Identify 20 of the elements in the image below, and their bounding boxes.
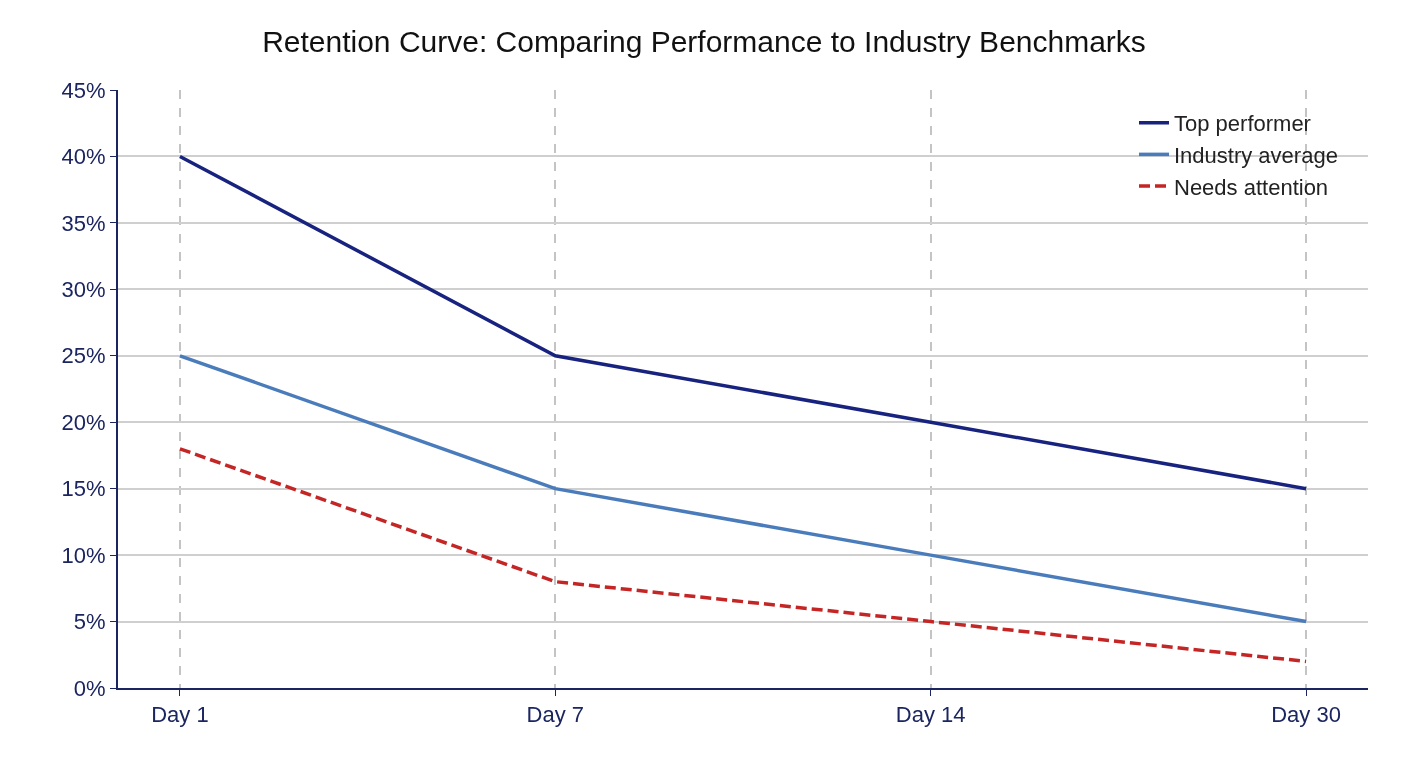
line-series [178, 447, 1308, 664]
legend-label: Industry average [1174, 142, 1338, 168]
y-tick-label: 45% [61, 77, 106, 103]
x-tick-label: Day 1 [151, 702, 209, 728]
y-tick-label: 20% [61, 409, 106, 435]
y-tick-label: 30% [61, 277, 106, 303]
x-tick-label: Day 14 [895, 702, 966, 728]
legend-label: Needs attention [1174, 174, 1329, 200]
y-tick-label: 10% [61, 542, 106, 568]
y-tick-label: 25% [61, 343, 106, 369]
x-tick-label: Day 30 [1271, 702, 1341, 728]
legend-label: Top performer [1174, 111, 1311, 137]
y-tick-label: 40% [61, 144, 106, 170]
y-tick-label: 5% [73, 609, 106, 635]
y-tick-label: 0% [73, 675, 106, 701]
y-tick-label: 35% [61, 210, 106, 236]
line-series [178, 354, 1308, 624]
x-tick-label: Day 7 [526, 702, 585, 728]
chart-title: Retention Curve: Comparing Performance to Industry Benchmarks [262, 24, 1146, 58]
y-tick-label: 15% [61, 476, 106, 502]
